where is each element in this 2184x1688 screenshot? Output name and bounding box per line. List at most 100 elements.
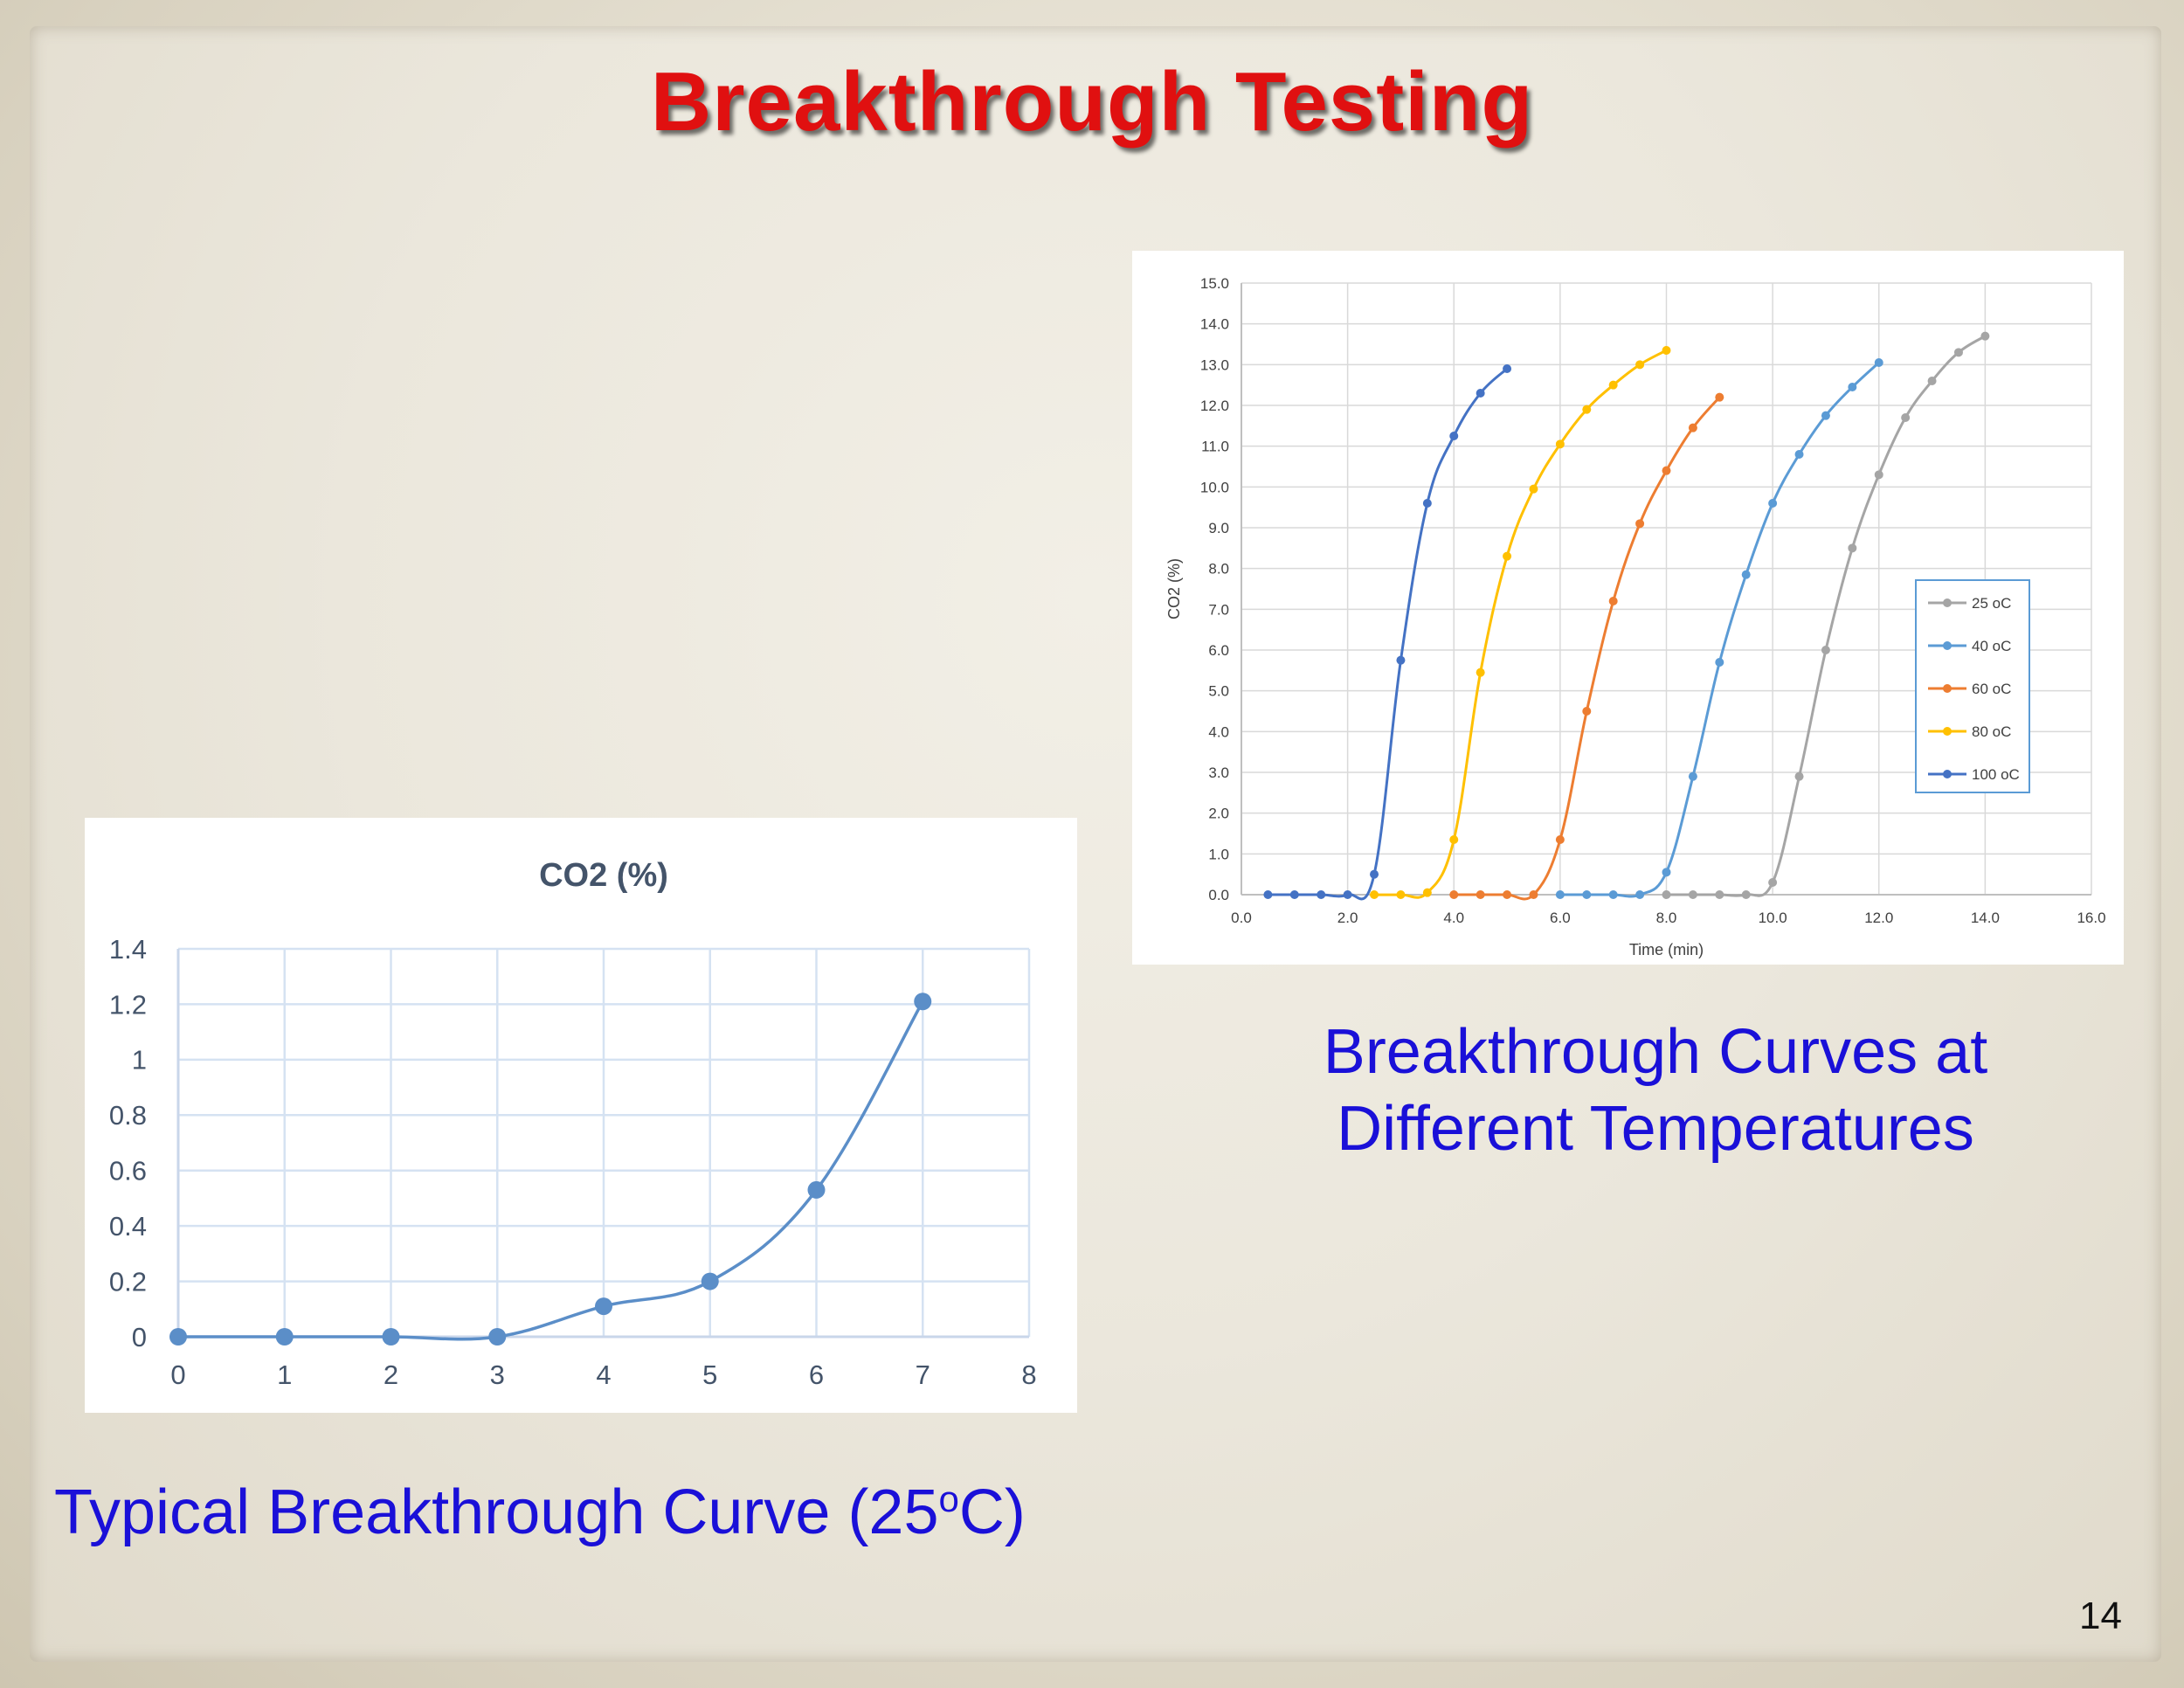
data-point: [1821, 411, 1830, 420]
series-line-60-oc: [1454, 396, 1721, 901]
data-point: [1476, 389, 1485, 398]
data-point: [1503, 890, 1512, 899]
data-point: [595, 1297, 612, 1316]
data-point: [1662, 346, 1671, 355]
data-point: [1396, 890, 1406, 899]
y-tick-label: 2.0: [1208, 806, 1229, 822]
data-point: [488, 1328, 507, 1346]
data-point: [1848, 383, 1857, 391]
data-point: [1449, 835, 1459, 844]
x-tick-label: 1: [277, 1359, 292, 1390]
y-tick-label: 6.0: [1208, 642, 1229, 659]
page-number: 14: [2079, 1595, 2122, 1637]
data-point: [1741, 890, 1751, 899]
data-point: [1449, 890, 1459, 899]
typical-breakthrough-chart: CO2 (%) 0 1 2 3 4 5 6 7 8 0 0.2 0.4 0.6 0.8 1 1.2 1.4: [109, 857, 1037, 1390]
left-caption-end: C): [958, 1477, 1026, 1547]
data-point: [382, 1328, 400, 1346]
data-point: [1715, 890, 1724, 899]
data-point: [1741, 570, 1751, 579]
data-point: [1901, 413, 1911, 422]
chart-title: CO2 (%): [539, 857, 668, 894]
data-point: [1794, 450, 1804, 459]
y-tick-label: 0.6: [109, 1156, 147, 1186]
y-tick-label: 15.0: [1200, 275, 1229, 292]
data-point: [1662, 868, 1671, 877]
data-point: [1503, 551, 1512, 561]
left-caption-superscript: o: [938, 1478, 959, 1519]
y-axis-label: CO2 (%): [1165, 558, 1183, 619]
x-tick-label: 10.0: [1759, 910, 1787, 926]
data-point: [914, 993, 932, 1011]
y-tick-label: 0.2: [109, 1266, 147, 1297]
legend-swatch-marker: [1943, 684, 1952, 693]
data-point: [169, 1328, 187, 1346]
x-tick-label: 7: [916, 1359, 930, 1390]
data-point: [701, 1272, 719, 1290]
data-point: [1555, 835, 1565, 844]
y-tick-label: 5.0: [1208, 683, 1229, 700]
left-caption: Typical Breakthrough Curve (25oC): [54, 1461, 1137, 1551]
x-tick-label: 12.0: [1864, 910, 1893, 926]
right-caption-line2: Different Temperatures: [1337, 1094, 1974, 1164]
data-point: [1503, 364, 1512, 373]
y-tick-label: 0.4: [109, 1211, 147, 1242]
legend-label: 40 oC: [1972, 638, 2011, 654]
y-tick-label: 0.8: [109, 1100, 147, 1131]
data-point: [1263, 890, 1273, 899]
data-point: [1662, 890, 1671, 899]
x-tick-label: 5: [702, 1359, 717, 1390]
y-tick-label: 0.0: [1208, 887, 1229, 903]
data-point: [1874, 470, 1883, 480]
data-point: [807, 1180, 826, 1199]
left-chart-panel: CO2 (%) 0 1 2 3 4 5 6 7 8 0 0.2 0.4 0.6 0.8 1 1.2 1.4: [85, 818, 1077, 1413]
data-point: [1370, 890, 1379, 899]
series-line-80-oc: [1374, 349, 1668, 899]
x-tick-label: 3: [490, 1359, 505, 1390]
data-point: [1555, 439, 1565, 449]
data-point: [1821, 646, 1830, 654]
x-tick-label: 8.0: [1656, 910, 1677, 926]
y-tick-label: 7.0: [1208, 601, 1229, 618]
y-tick-label: 8.0: [1208, 561, 1229, 578]
legend-label: 25 oC: [1972, 595, 2011, 612]
series-line-25-oc: [1666, 335, 1987, 897]
data-point: [1529, 890, 1538, 899]
data-point: [1608, 890, 1618, 899]
data-point: [1343, 890, 1352, 899]
series-line-100-oc: [1268, 367, 1509, 901]
legend-box: [1915, 579, 2030, 793]
data-point: [1768, 499, 1778, 508]
data-point: [1715, 658, 1724, 667]
data-point: [1635, 890, 1645, 899]
data-point: [1688, 423, 1697, 432]
data-point: [1422, 888, 1432, 897]
y-tick-label: 11.0: [1201, 439, 1229, 455]
y-tick-label: 9.0: [1208, 520, 1229, 536]
temperature-breakthrough-chart: 0.0 2.0 4.0 6.0 8.0 10.0 12.0 14.0 16.0 0.0 1.0 2.0…: [1165, 275, 2106, 958]
y-tick-label: 1.4: [109, 934, 147, 965]
data-point: [1608, 380, 1618, 390]
data-point: [275, 1328, 294, 1346]
y-tick-label: 13.0: [1200, 356, 1229, 373]
data-point: [1289, 890, 1299, 899]
data-point: [1422, 499, 1432, 508]
x-tick-label: 6.0: [1550, 910, 1571, 926]
y-tick-label: 0: [132, 1322, 147, 1352]
legend-swatch-marker: [1943, 641, 1952, 650]
data-point: [1635, 360, 1645, 370]
legend-swatch-marker: [1943, 727, 1952, 736]
right-caption-line1: Breakthrough Curves at: [1323, 1017, 1988, 1087]
data-point: [1555, 890, 1565, 899]
data-point: [1370, 869, 1379, 879]
legend-label: 80 oC: [1972, 723, 2011, 740]
x-tick-label: 16.0: [2077, 910, 2105, 926]
data-point: [1582, 890, 1592, 899]
right-caption: Breakthrough Curves at Different Tempera…: [1179, 1013, 2132, 1167]
data-point: [1608, 597, 1618, 605]
data-point: [1848, 543, 1857, 553]
data-point: [1476, 890, 1485, 899]
data-point: [1582, 707, 1592, 716]
data-point: [1582, 405, 1592, 414]
x-tick-label: 0.0: [1231, 910, 1252, 926]
